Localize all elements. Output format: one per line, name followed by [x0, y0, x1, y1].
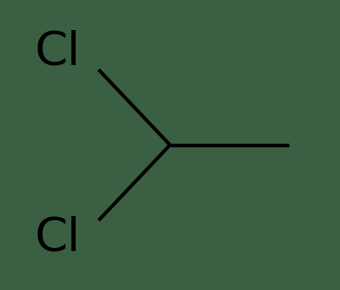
- Text: Cl: Cl: [35, 215, 81, 260]
- Text: Cl: Cl: [35, 30, 81, 75]
